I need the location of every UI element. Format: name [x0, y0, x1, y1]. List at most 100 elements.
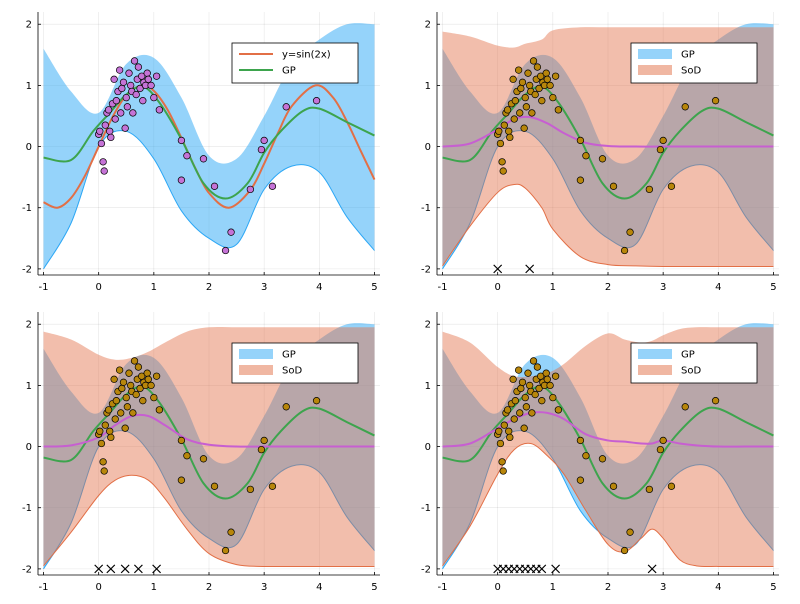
data-point	[645, 485, 654, 494]
data-point	[549, 393, 557, 402]
data-point	[119, 378, 128, 386]
data-point	[531, 390, 539, 399]
data-point	[681, 403, 689, 411]
data-point	[510, 415, 518, 423]
data-point	[143, 69, 151, 77]
data-point	[551, 72, 560, 80]
data-point	[118, 84, 126, 93]
data-point	[312, 397, 321, 405]
x-tick-label: -1	[438, 582, 448, 593]
data-point	[143, 369, 151, 377]
band-sod-lower-edge	[442, 442, 774, 568]
data-point	[711, 397, 720, 405]
data-point	[177, 136, 186, 145]
data-point	[535, 384, 543, 393]
data-point	[495, 127, 503, 135]
y-tick-label: 0	[425, 442, 431, 453]
data-point	[227, 228, 235, 236]
data-point	[177, 176, 186, 184]
data-point	[100, 467, 108, 475]
data-point	[144, 375, 152, 383]
data-point	[106, 427, 114, 435]
data-point	[155, 106, 164, 114]
data-point	[528, 409, 536, 417]
data-point	[522, 403, 531, 411]
data-point	[511, 397, 519, 405]
legend-swatch	[239, 365, 273, 375]
data-point	[659, 436, 667, 445]
plot-area	[43, 323, 375, 574]
data-point	[110, 75, 118, 83]
data-point	[576, 176, 585, 184]
data-point	[626, 528, 634, 536]
data-point	[268, 482, 277, 490]
legend-label: GP	[282, 66, 296, 77]
data-point	[645, 185, 654, 194]
data-point	[516, 109, 524, 117]
data-point	[121, 124, 129, 132]
data-point	[546, 81, 554, 90]
series-line-gp	[43, 385, 375, 500]
y-tick-label: 2	[425, 320, 431, 331]
data-point	[99, 458, 107, 466]
data-point	[543, 75, 551, 83]
data-point	[104, 106, 113, 114]
x-tick-label: 4	[715, 282, 721, 293]
legend-label: GP	[681, 50, 695, 61]
data-point	[576, 436, 585, 445]
data-point	[117, 409, 125, 417]
data-point	[125, 369, 133, 377]
data-point	[150, 93, 158, 102]
legend-swatch	[239, 349, 273, 359]
data-point	[152, 72, 161, 80]
data-point	[531, 90, 539, 99]
legend-label: GP	[282, 350, 296, 361]
data-point	[626, 228, 634, 236]
series-line-gp	[442, 85, 774, 200]
data-point	[199, 155, 208, 163]
data-point	[667, 482, 676, 490]
data-point	[115, 366, 124, 374]
data-point	[505, 127, 513, 135]
data-point	[246, 185, 255, 194]
data-point	[104, 406, 113, 414]
data-point	[656, 445, 665, 454]
x-tick-label: -1	[39, 582, 49, 593]
data-point	[503, 406, 512, 414]
data-point	[509, 75, 517, 83]
data-point	[549, 93, 557, 102]
data-point	[518, 78, 527, 86]
data-point	[134, 363, 143, 371]
data-point	[554, 406, 563, 414]
data-point	[260, 436, 268, 445]
x-tick-label: 3	[660, 282, 666, 293]
band-gp-lower-edge	[442, 130, 774, 270]
x-tick-label: 4	[316, 582, 322, 593]
data-point	[620, 546, 629, 555]
data-point	[152, 372, 161, 380]
data-point	[542, 369, 550, 377]
inducing-point-marker	[537, 564, 547, 574]
y-tick-label: 1	[26, 81, 32, 92]
y-tick-label: -2	[22, 564, 32, 575]
data-point	[511, 97, 519, 105]
data-point	[183, 452, 191, 460]
data-point	[538, 397, 546, 405]
data-point	[147, 381, 155, 390]
x-tick-label: 0	[95, 282, 101, 293]
data-point	[246, 485, 255, 494]
data-point	[115, 66, 124, 74]
series-line-gp	[442, 385, 774, 500]
data-point	[522, 103, 531, 111]
data-point	[499, 467, 507, 475]
data-point	[667, 182, 676, 190]
y-tick-label: 2	[425, 20, 431, 31]
data-point	[495, 427, 503, 435]
data-point	[521, 393, 529, 402]
x-tick-label: -1	[438, 282, 448, 293]
legend: y=sin(2x) GP	[231, 42, 359, 84]
data-point	[199, 455, 208, 463]
x-tick-label: 4	[316, 282, 322, 293]
data-point	[517, 84, 525, 93]
